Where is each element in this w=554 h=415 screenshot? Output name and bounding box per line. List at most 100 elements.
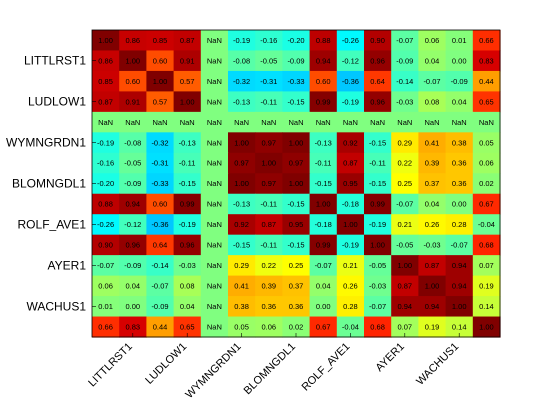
heatmap-cell-label-11-14: 0.07 [479,261,494,270]
heatmap-cell-11-1 [119,255,147,277]
heatmap-cell-label-2-13: -0.09 [451,77,468,86]
heatmap-cell-5-4 [200,132,229,154]
heatmap-cell-label-7-5: 1.00 [234,179,249,188]
heatmap-cell-0-7 [282,30,311,52]
heatmap-cell-14-12 [418,316,447,338]
heatmap-cell-label-1-7: -0.09 [287,56,304,65]
heatmap-cell-13-9 [336,296,365,318]
heatmap-cell-label-0-0: 1.00 [98,36,113,45]
heatmap-cell-label-3-14: 0.65 [479,97,494,106]
heatmap-cell-label-12-12: 1.00 [425,282,440,291]
heatmap-cell-label-0-7: -0.20 [287,36,304,45]
y-tick-label-1: LUDLOW1 [28,95,86,109]
heatmap-cell-5-5 [228,132,256,154]
heatmap-cell-4-13 [445,111,474,133]
heatmap-cell-label-1-1: 1.00 [125,56,140,65]
heatmap-cell-label-12-8: 0.04 [316,282,331,291]
heatmap-cell-label-2-7: -0.33 [287,77,304,86]
heatmap-cell-2-3 [173,70,202,92]
heatmap-cell-label-5-3: -0.13 [179,138,196,147]
heatmap-cell-2-1 [119,70,147,92]
heatmap-cell-0-13 [445,30,474,52]
heatmap-cell-12-1 [119,275,147,297]
heatmap-cell-10-3 [173,234,202,256]
heatmap-cell-label-0-3: 0.87 [180,36,195,45]
heatmap-cell-label-13-13: 1.00 [452,302,467,311]
heatmap-cell-label-14-0: 0.66 [98,322,113,331]
heatmap-cell-14-2 [146,316,175,338]
heatmap-cell-3-13 [445,91,474,113]
heatmap-cell-9-8 [309,214,338,236]
heatmap-cell-2-10 [364,70,392,92]
heatmap-cell-11-13 [445,255,474,277]
heatmap-cell-label-5-8: -0.13 [315,138,332,147]
heatmap-cell-label-11-8: -0.07 [315,261,332,270]
heatmap-cell-1-12 [418,50,447,72]
heatmap-cell-label-7-4: NaN [207,179,222,188]
heatmap-cell-label-3-4: NaN [207,97,222,106]
heatmap-cell-label-6-12: 0.39 [425,159,440,168]
heatmap-cell-13-7 [282,296,311,318]
heatmap-cell-label-13-9: 0.28 [343,302,358,311]
heatmap-cell-label-3-9: -0.19 [342,97,359,106]
heatmap-cell-10-0 [92,234,120,256]
heatmap-cell-label-7-10: -0.15 [369,179,386,188]
heatmap-cell-label-4-13: NaN [452,118,467,127]
heatmap-cell-label-12-4: NaN [207,282,222,291]
heatmap-cell-label-0-13: 0.01 [452,36,467,45]
heatmap-cell-label-2-0: 0.85 [98,77,113,86]
heatmap-cell-label-14-6: 0.06 [261,322,276,331]
heatmap-cell-label-14-7: 0.02 [289,322,304,331]
heatmap-cell-labels: 1.00 0.86 0.85 0.87 NaN -0.19 -0.16 -0.20 0.88 -0… [97,36,495,332]
heatmap-cell-label-13-6: 0.36 [261,302,276,311]
y-tick-label-5: AYER1 [48,258,87,272]
heatmap-cell-3-7 [282,91,311,113]
heatmap-cell-label-10-8: 0.99 [316,241,331,250]
heatmap-cell-2-9 [336,70,365,92]
heatmap-cell-label-8-13: 0.00 [452,200,467,209]
heatmap-cell-3-1 [119,91,147,113]
heatmap-cell-8-11 [391,193,419,215]
heatmap-cell-label-0-8: 0.88 [316,36,331,45]
heatmap-cell-label-10-2: 0.64 [153,241,168,250]
heatmap-cell-0-8 [309,30,338,52]
x-tick-label-0: LITTLRST1 [86,341,135,390]
heatmap-cell-label-13-3: 0.04 [180,302,195,311]
heatmap-cell-13-13 [445,296,474,318]
x-tick-label-6: WACHUS1 [414,341,461,388]
heatmap-cell-1-8 [309,50,338,72]
heatmap-cell-label-6-13: 0.36 [452,159,467,168]
heatmap-cell-label-6-6: 1.00 [261,159,276,168]
heatmap-cell-label-14-1: 0.83 [125,322,140,331]
heatmap-cell-label-5-6: 0.97 [261,138,276,147]
heatmap-cell-0-5 [228,30,256,52]
heatmap-cell-2-12 [418,70,447,92]
heatmap-cell-label-10-7: -0.15 [287,241,304,250]
heatmap-cell-label-9-6: 0.87 [261,220,276,229]
heatmap-cell-0-4 [200,30,229,52]
heatmap-cell-label-12-10: -0.03 [369,282,386,291]
heatmap-cell-5-0 [92,132,120,154]
heatmap-cell-2-2 [146,70,175,92]
heatmap-cell-13-0 [92,296,120,318]
heatmap-cell-6-0 [92,152,120,174]
heatmap-cell-12-9 [336,275,365,297]
heatmap-cell-label-1-12: 0.04 [425,56,440,65]
heatmap-cell-label-11-2: -0.14 [151,261,168,270]
heatmap-cell-8-0 [92,193,120,215]
heatmap-cell-13-11 [391,296,419,318]
heatmap-cell-8-1 [119,193,147,215]
heatmap-cell-label-6-3: -0.11 [179,159,196,168]
heatmap-cell-5-13 [445,132,474,154]
heatmap-cell-0-0 [92,30,120,52]
heatmap-cell-label-1-9: -0.12 [342,56,359,65]
heatmap-cell-label-1-5: -0.08 [233,56,250,65]
heatmap-cell-label-14-12: 0.19 [425,322,440,331]
heatmap-cell-label-6-11: 0.22 [397,159,412,168]
heatmap-cell-label-12-13: 0.94 [452,282,467,291]
heatmap-cell-8-9 [336,193,365,215]
heatmap-cell-label-6-7: 0.97 [289,159,304,168]
heatmap-cell-4-6 [255,111,283,133]
heatmap-cell-label-7-2: -0.33 [151,179,168,188]
